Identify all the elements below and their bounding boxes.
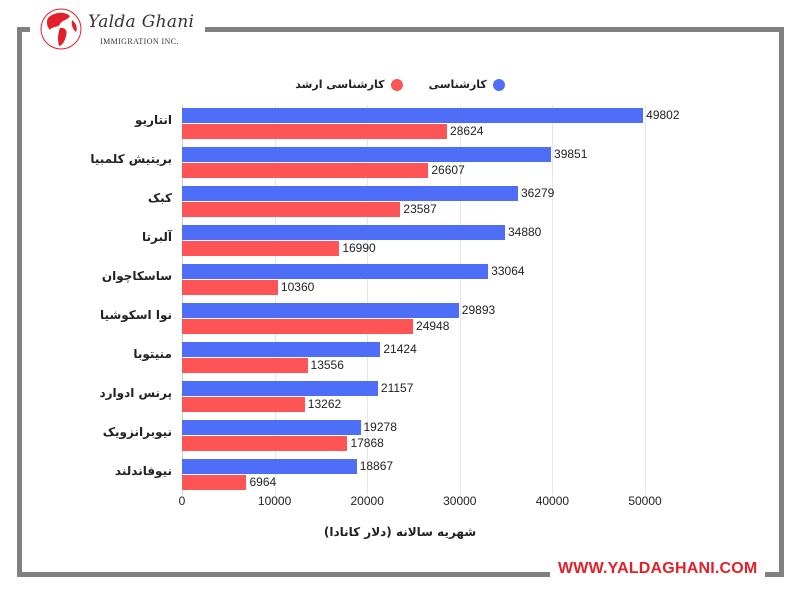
bar-bachelor[interactable] bbox=[182, 264, 489, 279]
axis-zero-line bbox=[182, 105, 183, 495]
x-tick-label: 30000 bbox=[443, 494, 477, 508]
category-label: ساسکاچوان bbox=[101, 269, 172, 283]
bar-value-label: 34880 bbox=[507, 225, 542, 239]
bar-master[interactable] bbox=[182, 124, 448, 139]
bar-bachelor[interactable] bbox=[182, 342, 381, 357]
bar-value-label: 19278 bbox=[363, 420, 397, 434]
category-label: پرنس ادوارد bbox=[99, 386, 172, 400]
legend-label: کارشناسی ارشد bbox=[295, 78, 385, 91]
bar-value-label: 23587 bbox=[403, 202, 437, 216]
bar-bachelor[interactable] bbox=[182, 420, 361, 435]
bar-bachelor[interactable] bbox=[182, 225, 505, 240]
legend-dot-red-icon bbox=[390, 78, 403, 91]
category-label: نیوبرانزویک bbox=[102, 425, 172, 439]
gridline bbox=[645, 105, 646, 495]
bar-master[interactable] bbox=[182, 475, 247, 490]
bar-value-label: 17868 bbox=[350, 436, 384, 450]
bar-bachelor[interactable] bbox=[182, 108, 644, 123]
gridline bbox=[367, 105, 369, 495]
category-label: کبک bbox=[147, 191, 172, 205]
legend-dot-blue-icon bbox=[492, 78, 505, 91]
category-label: انتاریو bbox=[135, 113, 172, 127]
chart-legend: کارشناسی کارشناسی ارشد bbox=[0, 78, 800, 91]
category-label: نوا اسکوشیا bbox=[100, 308, 172, 322]
x-tick-label: 50000 bbox=[628, 494, 662, 508]
bar-value-label: 49802 bbox=[646, 108, 680, 122]
bar-value-label: 21157 bbox=[380, 381, 414, 395]
bar-bachelor[interactable] bbox=[182, 303, 459, 318]
legend-item-bachelor: کارشناسی bbox=[429, 78, 505, 91]
gridline bbox=[552, 105, 554, 495]
x-axis-title: شهریه سالانه (دلار کانادا) bbox=[323, 525, 477, 539]
bar-master[interactable] bbox=[182, 436, 348, 451]
category-label: منیتوبا bbox=[133, 347, 172, 361]
gridline bbox=[459, 105, 461, 495]
bar-master[interactable] bbox=[182, 358, 308, 373]
x-tick-label: 0 bbox=[178, 494, 186, 508]
bar-bachelor[interactable] bbox=[182, 459, 357, 474]
bar-value-label: 28624 bbox=[450, 124, 484, 138]
bar-bachelor[interactable] bbox=[182, 147, 552, 162]
bar-master[interactable] bbox=[182, 202, 401, 217]
brand-subtitle: IMMIGRATION INC. bbox=[100, 37, 179, 46]
bar-value-label: 21424 bbox=[383, 342, 417, 356]
bar-master[interactable] bbox=[182, 241, 340, 256]
x-tick-label: 20000 bbox=[350, 494, 384, 508]
bar-value-label: 24948 bbox=[416, 319, 450, 333]
bar-value-label: 26607 bbox=[431, 163, 465, 177]
bar-value-label: 10360 bbox=[280, 280, 315, 294]
category-label: نیوفاندلند bbox=[114, 464, 172, 478]
bar-value-label: 36279 bbox=[520, 186, 555, 200]
page-frame bbox=[17, 27, 784, 577]
bar-value-label: 13556 bbox=[310, 358, 344, 372]
bar-value-label: 33064 bbox=[491, 264, 525, 278]
website-link[interactable]: WWW.YALDAGHANI.COM bbox=[558, 560, 758, 577]
bar-bachelor[interactable] bbox=[182, 381, 378, 396]
globe-icon bbox=[40, 8, 82, 50]
legend-item-master: کارشناسی ارشد bbox=[295, 78, 403, 91]
bar-value-label: 6964 bbox=[249, 475, 277, 489]
bar-master[interactable] bbox=[182, 163, 429, 178]
brand-name: Yalda Ghani bbox=[88, 12, 195, 32]
bar-value-label: 39851 bbox=[554, 147, 588, 161]
bar-value-label: 18867 bbox=[359, 459, 394, 473]
plot-area: 49802 28624 39851 26607 36279 23587 34880 16990… bbox=[182, 105, 680, 495]
legend-label: کارشناسی bbox=[428, 78, 487, 91]
category-label: آلبرتا bbox=[142, 230, 172, 244]
bar-value-label: 29893 bbox=[461, 303, 496, 317]
bar-master[interactable] bbox=[182, 319, 414, 334]
brand-logo: Yalda Ghani IMMIGRATION INC. bbox=[38, 6, 203, 54]
x-tick-label: 40000 bbox=[535, 494, 570, 508]
bar-value-label: 16990 bbox=[342, 241, 376, 255]
footer-backdrop bbox=[550, 555, 765, 585]
category-label: بریتیش کلمبیا bbox=[90, 152, 172, 166]
bar-master[interactable] bbox=[182, 397, 305, 412]
gridline bbox=[274, 105, 276, 495]
x-tick-label: 10000 bbox=[257, 494, 292, 508]
bar-value-label: 13262 bbox=[307, 397, 342, 411]
bar-master[interactable] bbox=[182, 280, 278, 295]
bar-bachelor[interactable] bbox=[182, 186, 518, 201]
